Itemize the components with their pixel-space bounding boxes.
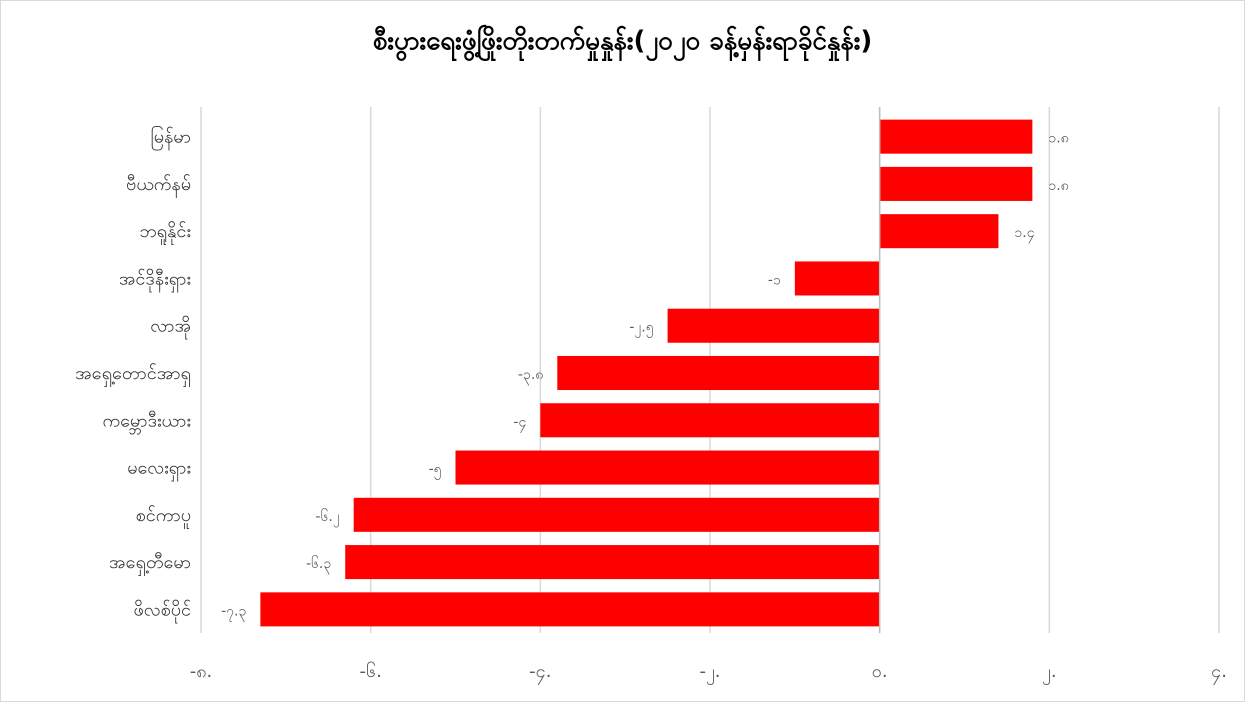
bar (667, 308, 880, 343)
category-label: အရှေ့တောင်အာရှ (75, 363, 191, 387)
chart-title: စီးပွားရေးဖွံ့ဖြိုးတိုးတက်မှုနှုန်း(၂၀၂၀… (372, 26, 873, 56)
category-label: စင်ကာပူ (136, 505, 191, 529)
x-tick-label: -၄. (529, 661, 551, 685)
bar (455, 450, 880, 485)
bar (260, 592, 880, 627)
data-label: -၆.၂ (315, 509, 339, 527)
data-label: ၁.၈ (1048, 131, 1068, 147)
data-label: -၂.၅ (629, 320, 653, 338)
bar (557, 355, 880, 391)
category-label: မြန်မာ (151, 126, 191, 151)
data-label: -၃.၈ (518, 367, 543, 385)
bar (540, 403, 880, 438)
category-label: လာအို (150, 316, 191, 340)
bar (794, 261, 880, 296)
x-tick-label: -၂. (699, 661, 720, 685)
data-label: -၇.၃ (221, 603, 246, 621)
x-tick-label: -၆. (359, 661, 381, 682)
bar (353, 497, 880, 532)
bar (345, 545, 880, 580)
x-tick-label: ၀. (872, 661, 888, 682)
bar (879, 166, 1033, 201)
data-label: -၅ (429, 462, 442, 480)
x-tick-label: -၈. (190, 661, 213, 682)
data-label: ၁.၄ (1014, 225, 1034, 243)
category-label: အင်ဒိုနီးရှား (119, 268, 191, 292)
category-label: အရှေ့တီမော (109, 552, 191, 576)
category-label: ဖိလစ်ပိုင် (133, 599, 191, 623)
data-label: -၁ (768, 272, 781, 288)
category-label: ဘရူနိုင်း (139, 221, 191, 245)
data-label: -၆.၃ (306, 556, 331, 574)
category-label: ဗီယက်နမ် (126, 174, 191, 198)
bar (879, 119, 1033, 154)
data-label: -၄ (513, 414, 526, 432)
x-tick-label: ၂. (1042, 661, 1057, 685)
category-label: မလေးရှား (127, 458, 191, 482)
data-label: ၁.၈ (1048, 178, 1068, 194)
category-label: ကမ္ဘောဒီးယား (103, 410, 191, 434)
x-tick-label: ၄. (1211, 661, 1227, 685)
bar (879, 214, 999, 249)
